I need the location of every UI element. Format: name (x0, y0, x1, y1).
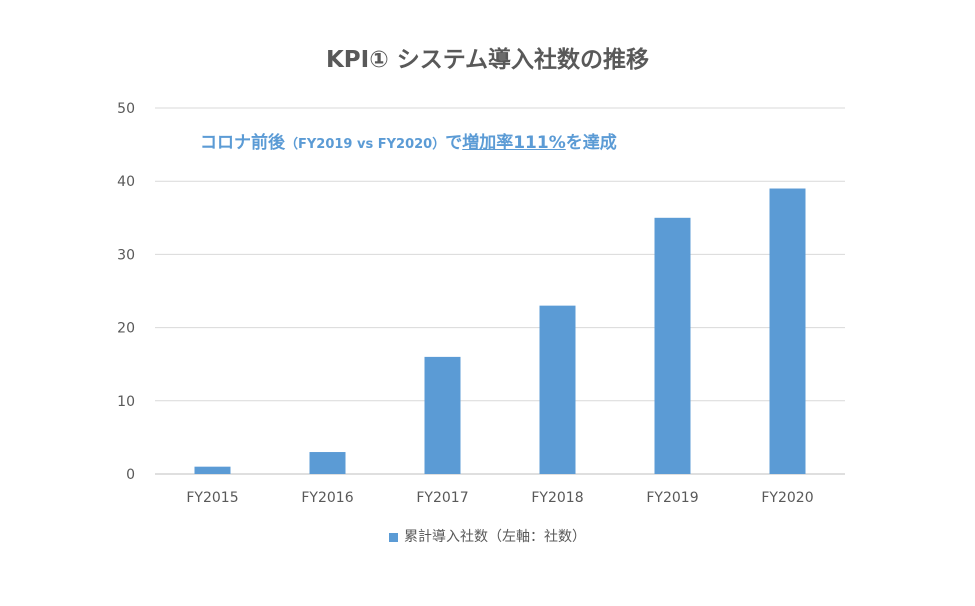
y-tick-label: 10 (117, 394, 135, 410)
legend-swatch (389, 532, 398, 542)
bar (424, 356, 461, 474)
y-tick-label: 30 (117, 247, 135, 263)
chart-annotation: コロナ前後（FY2019 vs FY2020）で増加率111%を達成 (200, 128, 617, 153)
annotation-part1: コロナ前後 (200, 133, 285, 153)
bar (194, 466, 231, 474)
x-tick-label: FY2015 (186, 490, 238, 506)
x-tick-label: FY2019 (646, 490, 698, 506)
chart-title: KPI① システム導入社数の推移 (325, 47, 650, 73)
bar (654, 217, 691, 475)
annotation-part2: （FY2019 vs FY2020） (285, 137, 446, 152)
legend-label: 累計導入社数（左軸：社数） (404, 529, 586, 545)
bar (769, 188, 806, 474)
x-tick-label: FY2018 (531, 490, 583, 506)
y-tick-label: 40 (117, 174, 135, 190)
y-tick-label: 20 (117, 321, 135, 337)
bar (539, 305, 576, 474)
x-tick-label: FY2016 (301, 490, 353, 506)
annotation-part3: で (445, 133, 463, 153)
x-tick-label: FY2017 (416, 490, 468, 506)
y-tick-label: 50 (117, 101, 135, 117)
legend: 累計導入社数（左軸：社数） (0, 526, 975, 546)
annotation-part5: を達成 (565, 133, 617, 153)
x-tick-label: FY2020 (761, 490, 813, 506)
bar (309, 452, 346, 474)
annotation-part4: 増加率111% (462, 133, 566, 153)
y-tick-label: 0 (126, 467, 135, 483)
